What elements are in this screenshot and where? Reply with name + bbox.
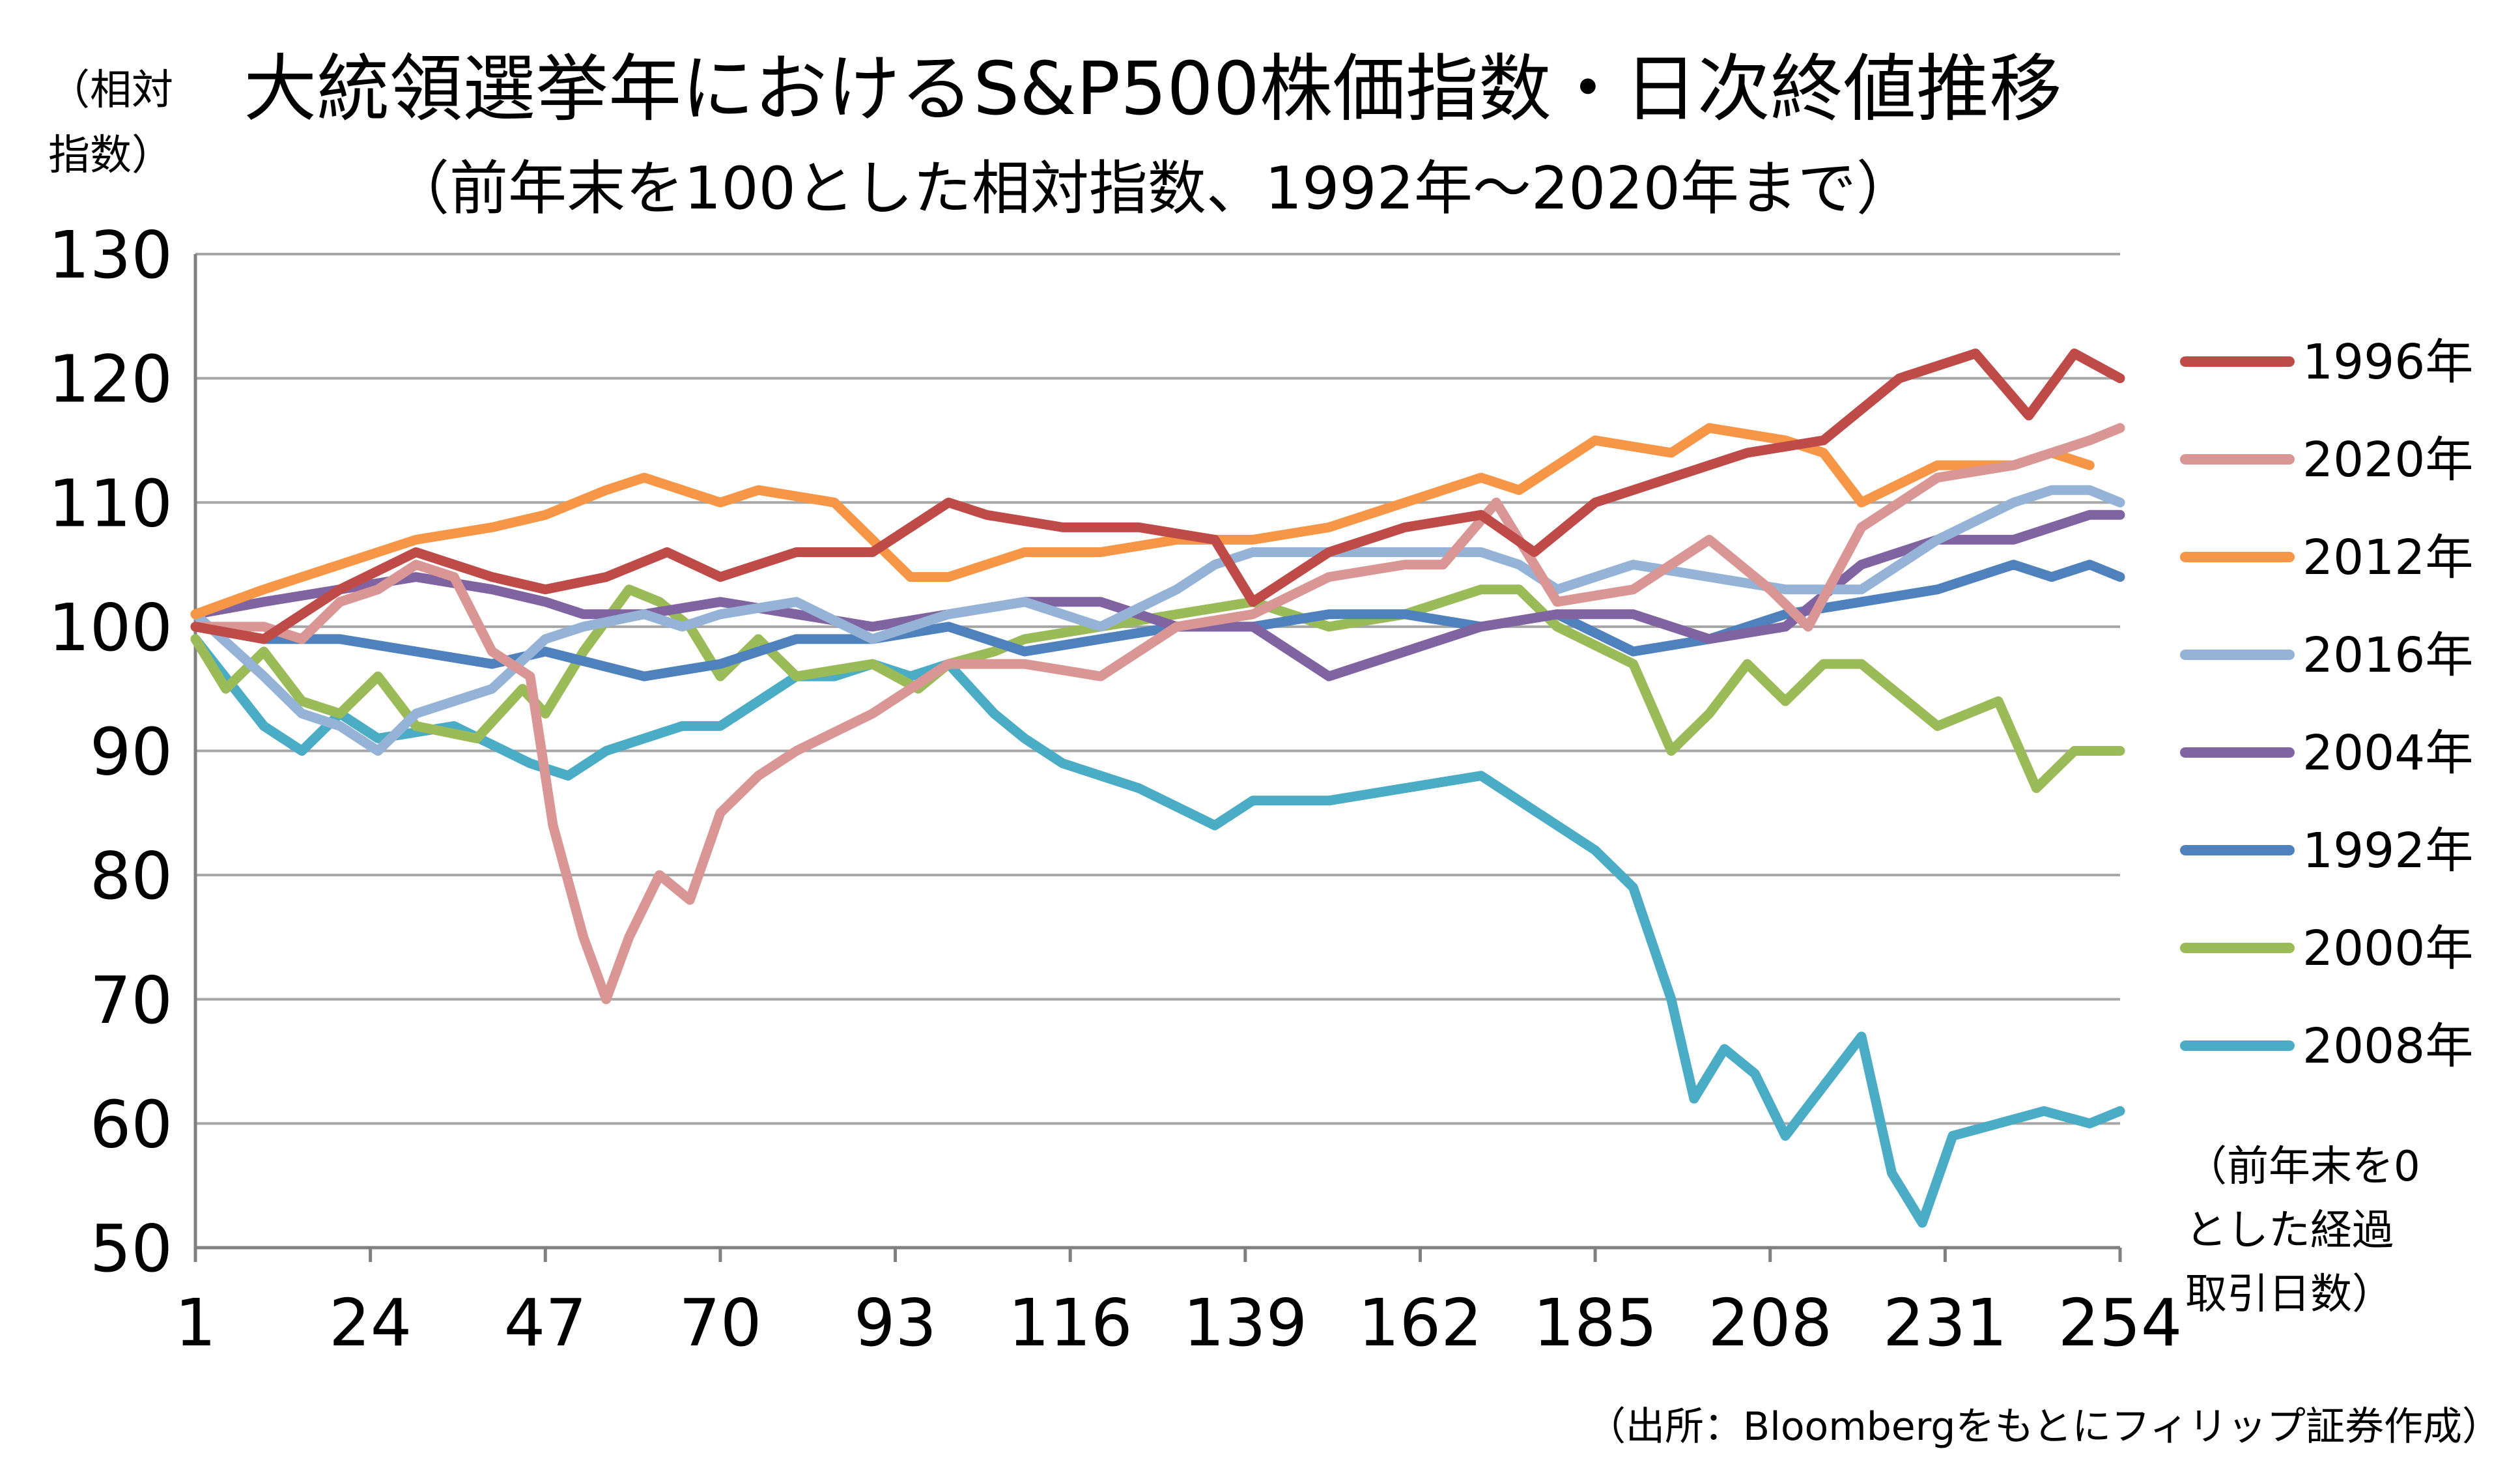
legend-label: 2000年 [2302,921,2473,977]
series-line-2020年 [190,423,2125,1005]
x-axis-label-line3: 取引日数） [2185,1270,2394,1319]
legend-label: 2012年 [2302,530,2473,586]
y-tick-label: 120 [48,341,173,418]
axes [193,254,2122,1262]
y-tick-label: 90 [90,714,173,790]
y-tick-label: 60 [90,1086,173,1162]
x-axis-label-line1: （前年末を0 [2185,1143,2420,1191]
y-tick-labels: 50 60 70 80 90 100 110 120 130 [48,217,173,1287]
x-tick-label: 185 [1533,1285,1658,1361]
x-tick-label: 139 [1183,1285,1307,1361]
legend: 1996年 2020年 2012年 2016年 2004年 1992年 2000年 2008年 [2180,334,2473,1074]
x-tick-label: 93 [854,1285,937,1361]
series-lines [190,349,2125,1228]
x-tick-label: 47 [504,1285,587,1361]
series-line-1996年 [190,349,2125,644]
x-tick-labels: 1 24 47 70 93 116 139 162 185 208 231 254 [175,1285,2182,1361]
y-tick-label: 100 [48,590,173,666]
legend-label: 2020年 [2302,432,2473,488]
y-tick-label: 80 [90,838,173,914]
legend-label: 2008年 [2302,1018,2473,1074]
x-tick-label: 231 [1883,1285,2007,1361]
y-tick-label: 130 [48,217,173,293]
x-tick-label: 208 [1708,1285,1832,1361]
x-tick-label: 162 [1358,1285,1482,1361]
x-tick-label: 70 [679,1285,761,1361]
legend-label: 2004年 [2302,725,2473,781]
y-axis-label-line2: 指数） [48,132,173,180]
source-note: （出所：Bloombergをもとにフィリップ証券作成） [1587,1404,2501,1450]
y-axis-label-line1: （相対 [48,66,173,115]
x-tick-label: 254 [2058,1285,2183,1361]
chart-subtitle: （前年末を100とした相対指数、1992年～2020年まで） [391,154,1915,223]
y-tick-label: 70 [90,962,173,1039]
x-tick-label: 24 [329,1285,412,1361]
y-tick-label: 50 [90,1211,173,1287]
x-axis-label-line2: とした経過 [2185,1207,2394,1255]
chart-title: 大統領選挙年におけるS&P500株価指数・日次終値推移 [244,47,2062,132]
x-tick-label: 116 [1008,1285,1133,1361]
legend-label: 1996年 [2302,334,2473,390]
x-tick-label: 1 [175,1285,216,1361]
series-line-2012年 [190,423,2095,620]
y-tick-label: 110 [48,465,173,541]
legend-label: 1992年 [2302,823,2473,879]
series-line-2008年 [190,634,2125,1228]
legend-label: 2016年 [2302,627,2473,683]
gridlines [195,253,2120,1249]
